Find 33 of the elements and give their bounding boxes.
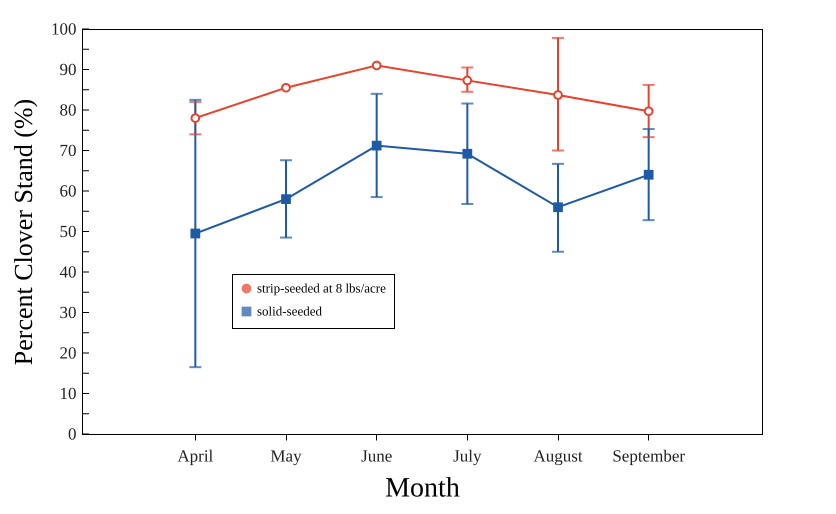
point — [553, 90, 563, 100]
y-tick-label: 20 — [60, 344, 76, 362]
point — [190, 113, 200, 123]
legend-label: solid-seeded — [257, 304, 322, 318]
y-tick-label: 90 — [60, 60, 76, 79]
x-tick-label: April — [177, 446, 214, 466]
point — [553, 202, 563, 212]
point — [372, 140, 382, 151]
point — [644, 106, 654, 116]
y-tick-label: 10 — [60, 384, 76, 403]
x-tick-label: June — [361, 446, 392, 466]
y-tick-label: 0 — [68, 424, 76, 444]
y-tick-label: 60 — [60, 182, 76, 200]
point — [281, 82, 291, 93]
point — [372, 60, 382, 70]
x-tick-label: August — [533, 446, 583, 466]
x-tick-label: May — [270, 446, 302, 466]
point — [281, 194, 291, 204]
y-tick-label: 70 — [60, 141, 76, 160]
y-tick-label: 40 — [60, 262, 76, 282]
x-axis-title: Month — [385, 472, 460, 504]
x-tick-label: September — [612, 446, 686, 466]
y-tick-label: 50 — [60, 222, 76, 241]
point — [462, 76, 472, 86]
point — [644, 170, 654, 180]
point — [190, 228, 200, 238]
x-tick-label: July — [453, 446, 482, 466]
y-tick-label: 100 — [51, 20, 76, 38]
y-axis-title: Percent Clover Stand (%) — [9, 98, 38, 366]
y-tick-label: 30 — [60, 303, 76, 322]
legend-label: strip-seeded at 8 lbs/acre — [257, 280, 386, 296]
point — [462, 148, 472, 159]
y-tick-label: 80 — [60, 100, 76, 120]
